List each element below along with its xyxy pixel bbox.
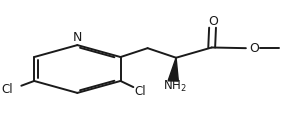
Text: O: O xyxy=(249,42,259,55)
Text: Cl: Cl xyxy=(135,85,147,98)
Text: O: O xyxy=(208,15,218,28)
Text: NH$_2$: NH$_2$ xyxy=(163,79,186,94)
Text: N: N xyxy=(73,31,82,44)
Polygon shape xyxy=(168,58,178,81)
Text: Cl: Cl xyxy=(1,83,13,96)
